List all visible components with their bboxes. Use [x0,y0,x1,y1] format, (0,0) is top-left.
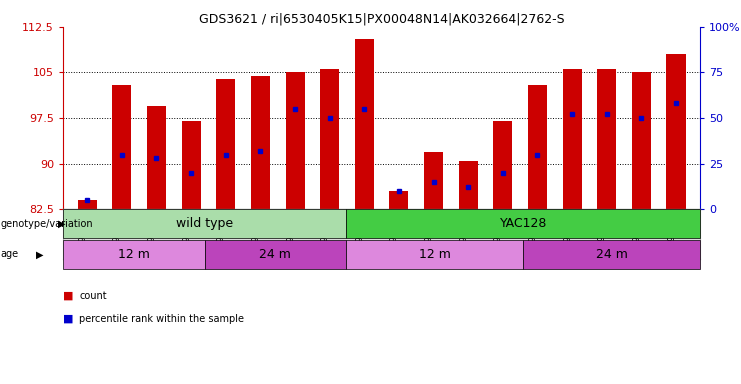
Text: GSM491332: GSM491332 [390,212,399,266]
Bar [63,240,205,269]
Bar [63,209,346,238]
Text: GSM491338: GSM491338 [286,212,295,266]
Bar [182,121,201,209]
Text: 24 m: 24 m [596,248,628,261]
Text: genotype/variation: genotype/variation [1,218,93,229]
Bar [355,39,373,209]
Bar [285,73,305,209]
Text: GSM491343: GSM491343 [632,212,642,266]
Text: age: age [1,249,19,260]
Text: percentile rank within the sample: percentile rank within the sample [79,314,245,324]
Text: GSM491334: GSM491334 [459,212,468,266]
Bar [113,84,131,209]
Text: YAC128: YAC128 [499,217,547,230]
Text: GSM491327: GSM491327 [79,212,87,266]
Text: GSM491330: GSM491330 [182,212,191,266]
Bar [78,200,97,209]
Text: GSM491342: GSM491342 [598,212,607,266]
Bar [320,70,339,209]
Text: 12 m: 12 m [419,248,451,261]
Bar [523,240,700,269]
Text: GSM491331: GSM491331 [355,212,365,266]
Text: ■: ■ [63,314,73,324]
Text: wild type: wild type [176,217,233,230]
Bar [346,240,523,269]
Text: ▶: ▶ [58,218,65,229]
Bar [459,161,478,209]
Bar [666,54,685,209]
Text: GSM491339: GSM491339 [321,212,330,266]
Bar [494,121,512,209]
Text: ■: ■ [63,291,73,301]
Title: GDS3621 / ri|6530405K15|PX00048N14|AK032664|2762-S: GDS3621 / ri|6530405K15|PX00048N14|AK032… [199,13,565,26]
Bar [251,76,270,209]
Bar [147,106,166,209]
Bar [597,70,617,209]
Text: GSM491337: GSM491337 [251,212,260,266]
Text: GSM491329: GSM491329 [147,212,156,266]
Text: count: count [79,291,107,301]
Bar [632,73,651,209]
Bar [346,209,700,238]
Bar [216,79,236,209]
Text: GSM491335: GSM491335 [494,212,503,266]
Text: GSM491336: GSM491336 [217,212,226,266]
Text: GSM491341: GSM491341 [563,212,572,266]
Bar [205,240,346,269]
Text: GSM491333: GSM491333 [425,212,433,266]
Text: 24 m: 24 m [259,248,291,261]
Text: GSM491344: GSM491344 [667,212,676,266]
Text: GSM491328: GSM491328 [113,212,122,266]
Text: GSM491340: GSM491340 [528,212,537,266]
Bar [424,152,443,209]
Bar [390,191,408,209]
Text: ▶: ▶ [36,249,43,260]
Bar [528,84,547,209]
Text: 12 m: 12 m [118,248,150,261]
Bar [562,70,582,209]
